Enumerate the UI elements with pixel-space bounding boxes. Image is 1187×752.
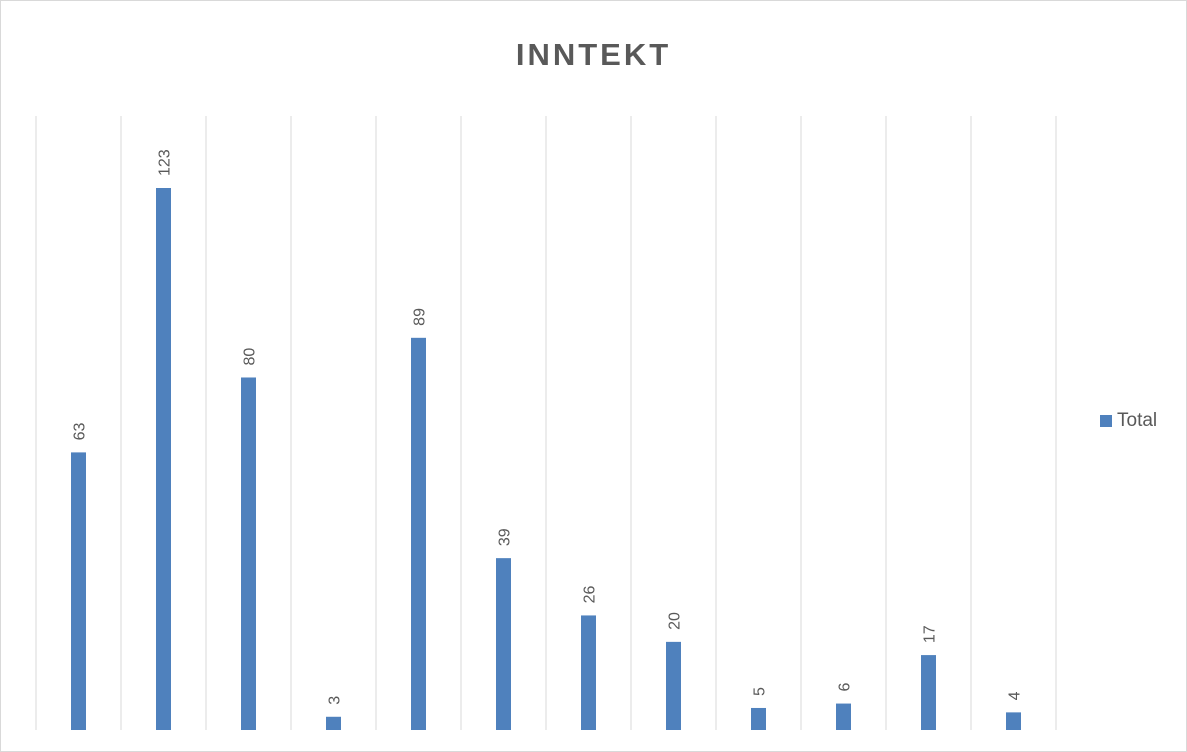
data-label: 17 — [922, 625, 939, 643]
bar — [156, 188, 171, 730]
data-label: 6 — [837, 683, 854, 692]
data-label: 39 — [497, 528, 514, 546]
data-label: 123 — [157, 149, 174, 176]
bar — [751, 707, 766, 730]
bar — [326, 716, 341, 730]
bar — [71, 452, 86, 730]
data-label: 26 — [582, 586, 599, 604]
legend-swatch — [1100, 415, 1112, 427]
bar — [241, 377, 256, 730]
bar — [411, 337, 426, 730]
bar — [496, 558, 511, 730]
data-label: 4 — [1007, 691, 1024, 700]
data-label: 63 — [72, 422, 89, 440]
legend: Total — [1100, 410, 1157, 432]
data-label: 80 — [242, 348, 259, 366]
bar — [581, 615, 596, 730]
data-label: 5 — [752, 687, 769, 696]
bar — [666, 641, 681, 730]
data-labels: 63 123 80 3 89 39 26 20 5 6 17 4 — [72, 149, 1024, 705]
bar — [1006, 712, 1021, 730]
grid-lines — [35, 116, 1057, 730]
data-label: 20 — [667, 612, 684, 630]
chart-title: INNTEKT — [515, 37, 672, 72]
bar — [921, 655, 936, 730]
data-label: 3 — [327, 696, 344, 705]
bars — [71, 188, 1021, 730]
bar — [836, 703, 851, 730]
data-label: 89 — [412, 308, 429, 326]
legend-label: Total — [1117, 410, 1158, 431]
